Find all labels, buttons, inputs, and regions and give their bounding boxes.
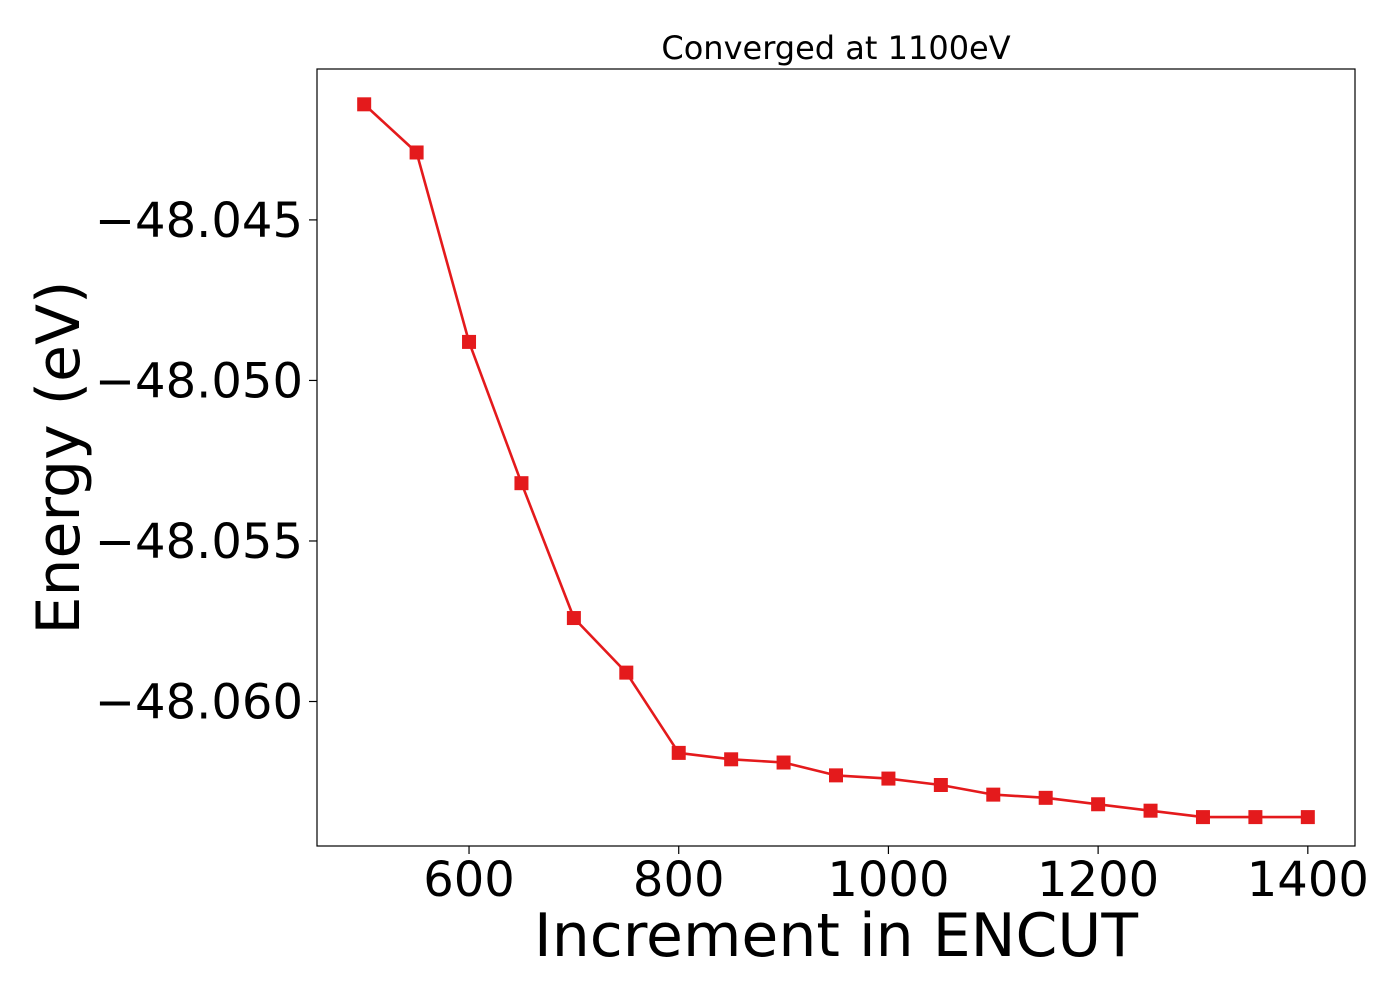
data-point-marker <box>1091 797 1106 812</box>
chart-title: Converged at 1100eV <box>661 29 1010 67</box>
data-point-marker <box>619 665 634 680</box>
series-line <box>363 103 1308 819</box>
data-point-marker <box>462 334 477 349</box>
x-axis-ticks: 600 800 1000 1200 1400 <box>423 846 1369 908</box>
plot-frame <box>316 68 1356 847</box>
data-point-marker <box>829 768 843 783</box>
data-point-marker <box>409 145 424 160</box>
x-tick-label: 600 <box>423 852 515 908</box>
data-point-marker <box>357 97 372 112</box>
y-tick-label: −48.045 <box>95 193 303 249</box>
y-axis-ticks: −48.045 −48.050 −48.055 −48.060 <box>95 193 317 731</box>
x-tick-label: 1200 <box>1037 852 1159 908</box>
y-axis-title: Energy (eV) <box>24 281 94 635</box>
data-point-marker <box>1143 803 1158 818</box>
x-tick-label: 1400 <box>1247 852 1369 908</box>
data-point-marker <box>776 755 791 770</box>
data-point-marker <box>566 611 581 626</box>
data-point-marker <box>1195 810 1210 825</box>
data-point-marker <box>986 787 1001 802</box>
data-point-marker <box>933 777 948 792</box>
data-point-marker <box>1248 810 1263 825</box>
plot-marks <box>357 97 1315 825</box>
x-tick-label: 800 <box>633 852 725 908</box>
y-tick-label: −48.060 <box>95 675 303 731</box>
x-axis-title: Increment in ENCUT <box>534 901 1138 971</box>
x-tick-label: 1000 <box>827 852 949 908</box>
data-point-marker <box>671 745 686 760</box>
y-tick-label: −48.055 <box>95 514 303 570</box>
data-point-marker <box>1038 790 1053 805</box>
data-point-marker <box>514 476 529 491</box>
data-point-marker <box>1300 810 1315 825</box>
data-point-marker <box>881 771 896 786</box>
y-tick-label: −48.050 <box>95 353 303 409</box>
data-point-marker <box>724 752 739 767</box>
